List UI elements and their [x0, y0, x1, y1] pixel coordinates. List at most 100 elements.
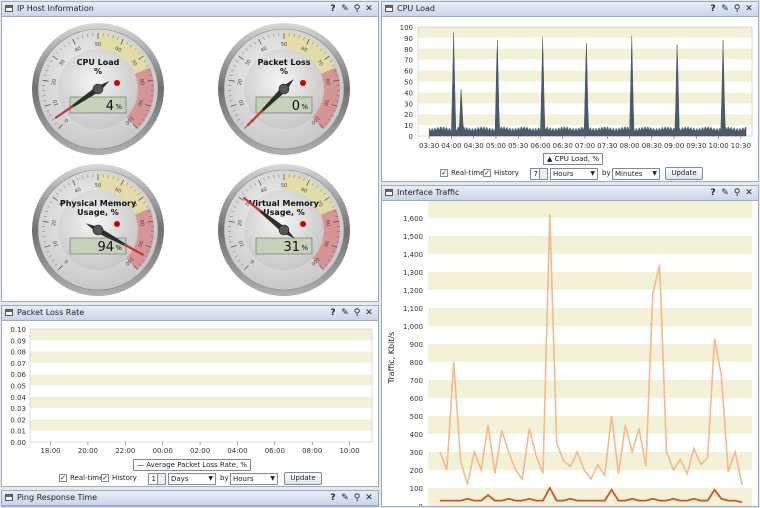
- zoom-icon[interactable]: ⚲: [733, 188, 741, 198]
- gauge-needle-tip: [54, 104, 74, 120]
- zoom-icon[interactable]: ⚲: [733, 4, 741, 14]
- history-unit-select[interactable]: Days: [168, 473, 216, 485]
- ip-host-panel: IP Host Information ? ✎ ⚲ ✕ 0 10 20 30 40 50 60 70…: [1, 1, 379, 302]
- edit-icon[interactable]: ✎: [341, 4, 349, 14]
- close-icon[interactable]: ✕: [365, 4, 373, 14]
- gauge-tick: [245, 48, 248, 51]
- x-tick-label: 04:00: [441, 142, 461, 150]
- cpu-load-series: [428, 32, 747, 137]
- close-icon[interactable]: ✕: [745, 188, 753, 198]
- gauge-hub: [92, 83, 104, 95]
- gauge-hub: [278, 83, 290, 95]
- update-button[interactable]: Update: [284, 472, 322, 485]
- help-icon[interactable]: ?: [330, 308, 336, 318]
- gauge-tick-label: 70: [315, 200, 324, 209]
- gauge-tick: [44, 104, 51, 107]
- gauge-tick-label: 90: [322, 99, 330, 107]
- interval-unit-select[interactable]: Minutes: [612, 168, 660, 180]
- zoom-icon[interactable]: ⚲: [353, 493, 361, 503]
- alarm-indicator: [300, 80, 306, 86]
- y-tick-label: 1,000: [403, 323, 423, 331]
- zoom-icon[interactable]: ⚲: [353, 308, 361, 318]
- gauge-tick-label: 80: [324, 219, 331, 226]
- gauge-tick: [120, 179, 124, 186]
- gauge-tick: [58, 124, 63, 129]
- gauge-subtitle: %: [280, 67, 288, 76]
- gauge-tick: [327, 118, 331, 121]
- gauge-tick: [238, 55, 244, 60]
- gauge-tick: [45, 69, 49, 72]
- gauge-tick: [51, 118, 55, 121]
- interval-unit-select[interactable]: Hours: [230, 473, 278, 485]
- gauge-tick: [324, 196, 330, 201]
- edit-icon[interactable]: ✎: [721, 4, 729, 14]
- by-label: by: [602, 169, 611, 177]
- gauge-tick: [232, 250, 236, 253]
- grid-band: [428, 236, 752, 254]
- gauge-value: 0: [292, 99, 300, 114]
- history-unit-select[interactable]: Hours: [550, 168, 598, 180]
- help-icon[interactable]: ?: [330, 493, 336, 503]
- panel-title: Packet Loss Rate: [17, 308, 85, 317]
- help-icon[interactable]: ?: [710, 4, 716, 14]
- gauge-tick: [234, 255, 238, 258]
- panel-title: IP Host Information: [17, 4, 94, 13]
- edit-icon[interactable]: ✎: [721, 188, 729, 198]
- gauge-tick: [258, 179, 262, 186]
- y-tick-label: 0.08: [10, 349, 26, 357]
- gauge-tick: [235, 201, 239, 204]
- edit-icon[interactable]: ✎: [341, 308, 349, 318]
- realtime-checkbox[interactable]: ✓: [59, 474, 67, 482]
- gauge-tick-label: 40: [74, 187, 82, 195]
- gauge-tick: [120, 38, 124, 45]
- gauge-tick: [228, 79, 235, 82]
- gauge-tick: [138, 263, 142, 266]
- zoom-icon[interactable]: ⚲: [353, 4, 361, 14]
- gauge-tick: [144, 114, 148, 117]
- gauge-tick-label: 30: [244, 200, 253, 209]
- gauge-tick: [143, 60, 147, 63]
- gauge-needle-tip: [246, 109, 264, 127]
- y-tick-label: 0.00: [10, 439, 26, 447]
- gauge-tick-label: 60: [300, 187, 308, 195]
- history-checkbox[interactable]: ✓: [101, 474, 109, 482]
- gauge-tick: [146, 109, 150, 112]
- gauge-tick: [229, 100, 233, 102]
- gauge-subtitle: Usage, %: [263, 208, 305, 217]
- close-icon[interactable]: ✕: [365, 308, 373, 318]
- realtime-checkbox[interactable]: ✓: [440, 169, 448, 177]
- gauge-tick: [137, 51, 141, 55]
- gauge-tick: [147, 79, 154, 82]
- history-checkbox[interactable]: ✓: [483, 169, 491, 177]
- gauge-tick: [67, 41, 70, 45]
- gauge-unit: %: [301, 244, 308, 252]
- gauge-tick: [231, 69, 235, 72]
- gauge-tick: [72, 179, 76, 186]
- y-tick-label: 30: [404, 100, 413, 108]
- history-count-stepper[interactable]: 7: [530, 168, 548, 180]
- gauge-tick: [43, 74, 47, 77]
- gauge-tick: [293, 33, 295, 37]
- gauge-tick-label: 20: [237, 78, 244, 85]
- close-icon[interactable]: ✕: [745, 4, 753, 14]
- gauge-tick-label: 30: [244, 59, 253, 68]
- y-tick-label: 1,400: [403, 251, 423, 259]
- history-count-stepper[interactable]: 1: [148, 473, 166, 485]
- gauge-tick: [329, 60, 333, 63]
- gauge-tick: [319, 265, 324, 270]
- gauge-tick-label: 90: [136, 99, 144, 107]
- gauge-tick: [47, 205, 51, 208]
- close-icon[interactable]: ✕: [365, 493, 373, 503]
- grid-band: [428, 380, 752, 398]
- help-icon[interactable]: ?: [710, 188, 716, 198]
- gauge-tick: [134, 48, 137, 51]
- y-axis-label: Traffic, Kbit/s: [387, 332, 396, 385]
- gauge-tick: [231, 210, 235, 213]
- update-button[interactable]: Update: [665, 167, 703, 180]
- edit-icon[interactable]: ✎: [341, 493, 349, 503]
- gauge-tick: [333, 79, 340, 82]
- help-icon[interactable]: ?: [330, 4, 336, 14]
- gauge-tick-label: 20: [51, 219, 58, 226]
